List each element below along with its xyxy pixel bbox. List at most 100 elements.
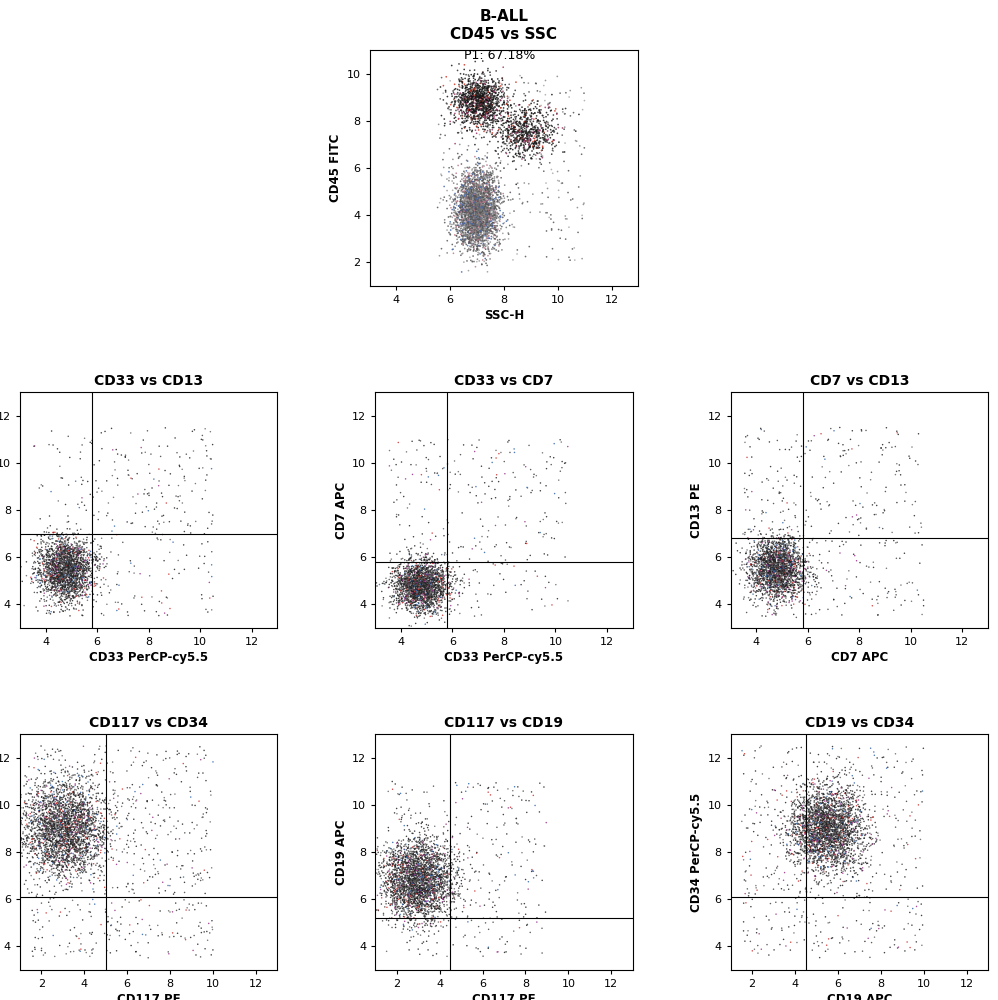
Point — [750, 574, 766, 590]
Point — [417, 578, 433, 594]
Point — [748, 552, 763, 568]
Point — [835, 828, 851, 844]
Point — [830, 767, 846, 783]
Point — [472, 209, 488, 225]
Point — [70, 571, 86, 587]
Point — [780, 584, 796, 600]
Point — [418, 581, 434, 597]
Point — [400, 591, 416, 607]
Point — [505, 121, 521, 137]
Point — [42, 849, 58, 865]
Point — [804, 832, 820, 848]
Point — [420, 877, 436, 893]
Point — [847, 793, 863, 809]
Point — [417, 881, 433, 897]
Point — [57, 807, 73, 823]
Point — [402, 574, 418, 590]
Point — [512, 122, 528, 138]
Point — [792, 872, 808, 888]
Point — [850, 831, 866, 847]
Point — [779, 532, 795, 548]
Point — [56, 553, 72, 569]
Point — [799, 786, 815, 802]
Point — [798, 502, 814, 518]
Point — [783, 547, 799, 563]
Point — [802, 808, 818, 824]
Point — [795, 811, 811, 827]
Point — [471, 115, 487, 131]
Point — [758, 553, 774, 569]
Point — [42, 557, 58, 573]
Point — [383, 575, 399, 591]
Point — [407, 566, 423, 582]
Point — [788, 568, 804, 584]
Point — [56, 548, 72, 564]
Point — [764, 582, 780, 598]
Point — [456, 163, 472, 179]
Point — [428, 570, 444, 586]
Point — [842, 834, 858, 850]
Point — [409, 851, 425, 867]
Point — [804, 469, 820, 485]
Point — [825, 852, 841, 868]
Point — [42, 898, 58, 914]
Point — [467, 186, 483, 202]
Point — [91, 820, 107, 836]
Point — [36, 826, 52, 842]
Point — [456, 227, 472, 243]
Point — [745, 771, 760, 787]
Point — [378, 834, 394, 850]
Point — [770, 544, 786, 560]
Point — [69, 554, 85, 570]
Point — [771, 563, 787, 579]
Point — [419, 877, 435, 893]
Point — [794, 570, 810, 586]
Point — [418, 851, 434, 867]
Point — [406, 588, 422, 604]
Point — [38, 559, 54, 575]
Point — [42, 781, 58, 797]
Point — [451, 86, 467, 102]
Point — [54, 820, 70, 836]
Point — [75, 555, 91, 571]
Point — [820, 805, 836, 821]
Point — [762, 561, 778, 577]
Point — [774, 543, 790, 559]
Point — [798, 554, 814, 570]
Point — [466, 200, 482, 216]
Point — [479, 103, 495, 119]
Point — [402, 862, 418, 878]
Point — [428, 865, 444, 881]
Point — [787, 592, 803, 608]
Point — [752, 567, 768, 583]
Point — [441, 601, 457, 617]
Point — [526, 136, 542, 152]
Point — [473, 96, 489, 112]
Point — [393, 895, 409, 911]
Point — [466, 176, 482, 192]
Point — [777, 575, 793, 591]
Point — [750, 531, 766, 547]
Point — [48, 851, 64, 867]
Point — [772, 539, 788, 555]
Point — [816, 822, 832, 838]
Point — [391, 891, 407, 907]
Point — [488, 242, 504, 258]
Point — [453, 72, 469, 88]
Point — [389, 578, 405, 594]
Point — [415, 575, 431, 591]
Point — [44, 833, 60, 849]
Point — [38, 833, 54, 849]
Point — [407, 861, 423, 877]
Point — [57, 538, 73, 554]
Point — [199, 842, 215, 858]
Point — [851, 888, 867, 904]
Point — [420, 596, 436, 612]
Point — [765, 555, 781, 571]
Point — [780, 827, 796, 843]
Point — [762, 597, 778, 613]
Point — [824, 797, 840, 813]
Point — [436, 554, 452, 570]
Point — [449, 836, 465, 852]
Point — [67, 563, 83, 579]
